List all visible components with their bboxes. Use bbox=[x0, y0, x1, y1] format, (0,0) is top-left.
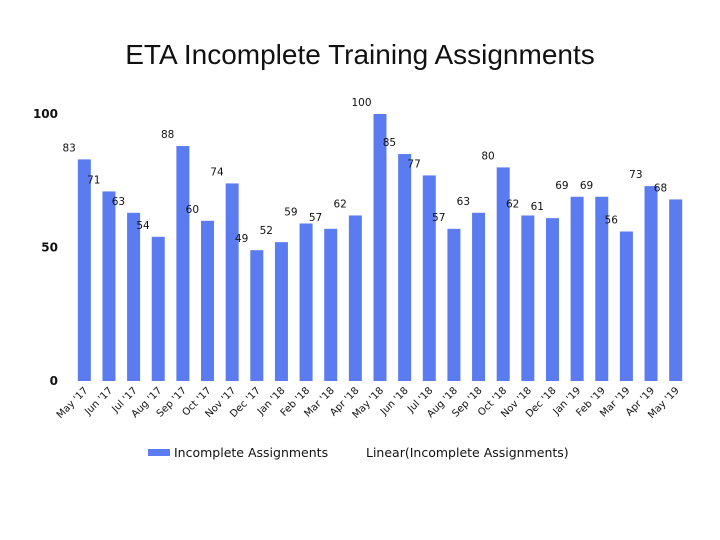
data-label: 61 bbox=[531, 201, 544, 213]
y-tick-label: 100 bbox=[33, 107, 58, 121]
bar bbox=[77, 159, 91, 381]
bar bbox=[102, 191, 116, 381]
legend: Incomplete Assignments Linear(Incomplete… bbox=[148, 445, 569, 460]
data-label: 56 bbox=[605, 214, 619, 226]
data-label: 63 bbox=[457, 196, 470, 208]
bar bbox=[595, 196, 609, 381]
bar bbox=[324, 228, 338, 381]
bar bbox=[127, 212, 141, 381]
bar bbox=[201, 220, 215, 381]
data-label: 54 bbox=[136, 220, 150, 232]
data-label: 52 bbox=[260, 225, 273, 237]
bar bbox=[570, 196, 584, 381]
data-label: 57 bbox=[309, 212, 322, 224]
bar bbox=[225, 183, 239, 381]
bar bbox=[619, 231, 633, 381]
data-label: 74 bbox=[210, 166, 224, 178]
bar bbox=[373, 114, 387, 381]
bars bbox=[77, 114, 683, 381]
data-label: 71 bbox=[87, 174, 100, 186]
bar bbox=[398, 154, 412, 381]
data-label: 88 bbox=[161, 129, 174, 141]
data-label: 69 bbox=[555, 180, 568, 192]
bar bbox=[176, 146, 190, 381]
x-tick-label: May '17 bbox=[55, 385, 91, 421]
bar bbox=[250, 250, 264, 381]
data-label: 77 bbox=[407, 158, 420, 170]
legend-label-linear-trendline: Linear(Incomplete Assignments) bbox=[366, 445, 569, 460]
bar bbox=[472, 212, 486, 381]
chart-title: ETA Incomplete Training Assignments bbox=[125, 39, 595, 70]
bar bbox=[299, 223, 313, 381]
data-label: 49 bbox=[235, 233, 248, 245]
bar bbox=[496, 167, 510, 381]
data-labels: 83 71 63 54 88 60 74 49 52 59 57 62 100 85 77 57 63 80 62 6… bbox=[62, 97, 667, 245]
data-label: 68 bbox=[654, 182, 667, 194]
data-label: 63 bbox=[112, 196, 125, 208]
y-axis: 0 50 100 bbox=[33, 107, 58, 388]
bar bbox=[521, 215, 535, 381]
legend-label-incomplete-assignments: Incomplete Assignments bbox=[174, 445, 328, 460]
bar bbox=[669, 199, 683, 381]
data-label: 85 bbox=[383, 137, 396, 149]
data-label: 80 bbox=[481, 150, 494, 162]
legend-swatch-incomplete-assignments bbox=[148, 449, 170, 456]
data-label: 83 bbox=[62, 142, 75, 154]
data-label: 60 bbox=[186, 204, 199, 216]
data-label: 69 bbox=[580, 180, 593, 192]
bar bbox=[447, 228, 461, 381]
bar bbox=[274, 242, 288, 381]
bar bbox=[644, 186, 658, 381]
data-label: 59 bbox=[284, 206, 297, 218]
bar bbox=[348, 215, 362, 381]
y-tick-label: 0 bbox=[50, 374, 58, 388]
data-label: 100 bbox=[351, 97, 371, 109]
bar bbox=[545, 218, 559, 381]
data-label: 62 bbox=[333, 198, 346, 210]
data-label: 73 bbox=[629, 169, 642, 181]
data-label: 62 bbox=[506, 198, 519, 210]
bar bbox=[151, 236, 165, 381]
data-label: 57 bbox=[432, 212, 445, 224]
bar bbox=[422, 175, 436, 381]
y-tick-label: 50 bbox=[41, 241, 58, 255]
